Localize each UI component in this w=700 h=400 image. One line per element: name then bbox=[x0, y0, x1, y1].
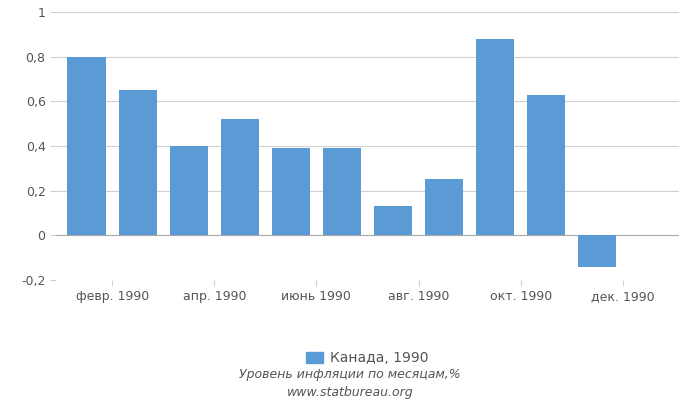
Bar bbox=[118, 90, 157, 235]
Text: Уровень инфляции по месяцам,%: Уровень инфляции по месяцам,% bbox=[239, 368, 461, 381]
Bar bbox=[476, 39, 514, 235]
Bar bbox=[220, 119, 259, 235]
Bar bbox=[425, 180, 463, 235]
Bar bbox=[323, 148, 361, 235]
Bar bbox=[67, 57, 106, 235]
Text: www.statbureau.org: www.statbureau.org bbox=[287, 386, 413, 399]
Bar bbox=[578, 235, 617, 266]
Bar bbox=[374, 206, 412, 235]
Bar bbox=[169, 146, 208, 235]
Bar bbox=[272, 148, 310, 235]
Legend: Канада, 1990: Канада, 1990 bbox=[301, 346, 434, 371]
Bar bbox=[527, 95, 566, 235]
